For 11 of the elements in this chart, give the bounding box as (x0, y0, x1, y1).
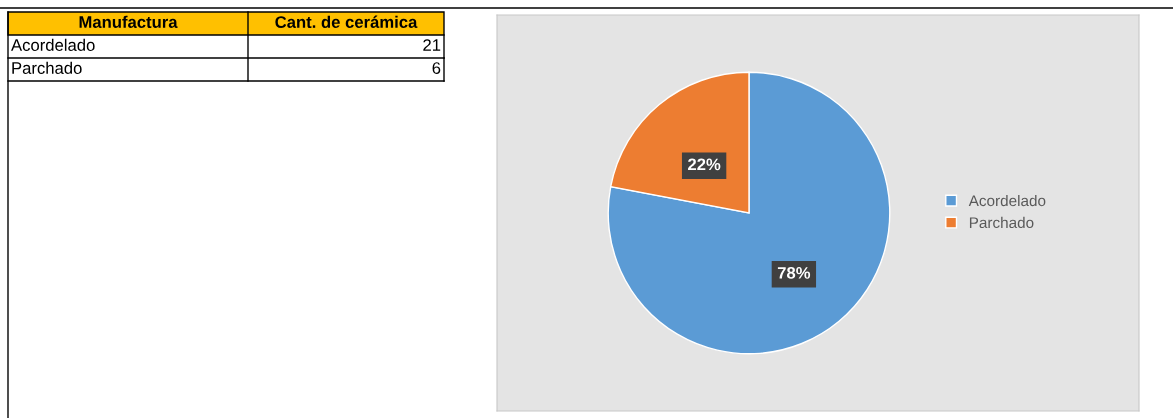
data-label: 21 (423, 39, 441, 51)
text: Cant. de cerámica (275, 15, 418, 28)
text: Manufactura (79, 15, 178, 28)
data-label: 22% (688, 158, 721, 171)
legend-label: Acordelado (968, 194, 1046, 207)
category-label: Acordelado (11, 38, 95, 51)
pie-slice (607, 71, 891, 355)
data-label: 78% (777, 266, 811, 279)
data-label: 6 (432, 62, 441, 74)
category-label: Parchado (12, 61, 82, 74)
legend-label: Parchado (969, 216, 1034, 229)
